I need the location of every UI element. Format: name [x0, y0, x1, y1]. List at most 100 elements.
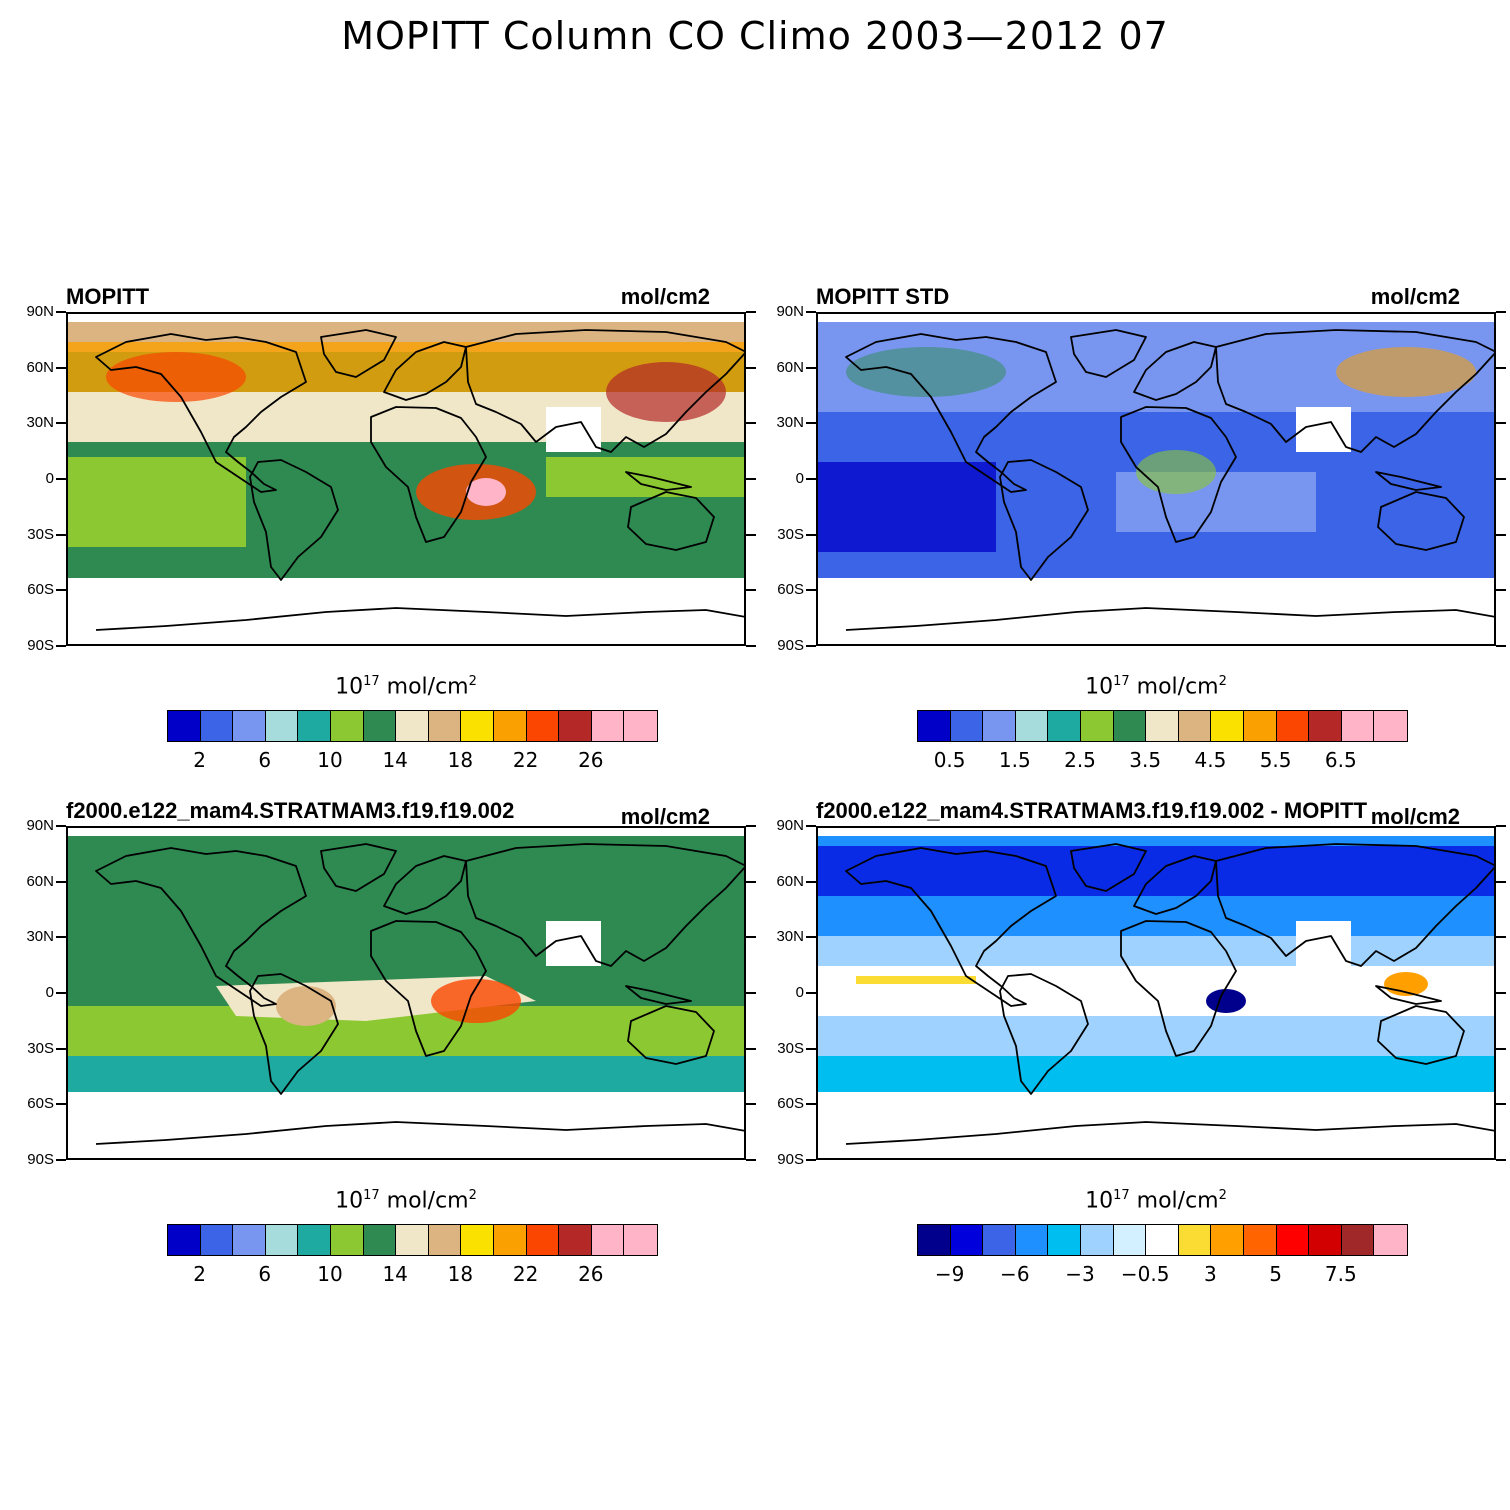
panel-units: mol/cm2: [620, 284, 710, 309]
lat-tick: [746, 366, 756, 369]
lat-label: 90N: [776, 303, 804, 320]
lat-tick: [806, 992, 816, 994]
colorbar-swatch: [1080, 1225, 1114, 1255]
lat-tick: [746, 880, 756, 883]
colorbar-label: −0.5: [1120, 1262, 1170, 1286]
lat-tick: [806, 422, 816, 425]
lat-tick: [1496, 1103, 1506, 1106]
lat-tick: [56, 311, 66, 313]
colorbar-swatch: [1211, 1225, 1244, 1255]
lat-label: 0: [795, 984, 804, 1001]
colorbar-swatch: [1276, 1225, 1310, 1255]
colorbar-swatch: [298, 711, 331, 741]
colorbar-swatch: [526, 1225, 560, 1255]
lat-tick: [1496, 533, 1506, 536]
panel-title: MOPITT STD: [816, 284, 950, 309]
colorbar-swatch: [1276, 711, 1310, 741]
colorbar-label: −6: [1000, 1262, 1030, 1286]
lat-label: 30S: [777, 1039, 804, 1057]
panel-units: mol/cm2: [620, 804, 710, 829]
colorbar-units: 1017 mol/cm2: [335, 674, 477, 700]
colorbar-swatch: [168, 711, 201, 741]
lat-tick: [806, 1103, 816, 1106]
colorbar-label: 14: [382, 748, 408, 772]
lat-tick: [56, 880, 66, 883]
lat-tick: [746, 1047, 756, 1050]
lat-label: 90N: [26, 303, 54, 320]
lat-tick: [1496, 936, 1506, 939]
colorbar-swatch: [918, 711, 951, 741]
lat-tick: [1496, 825, 1506, 827]
panel-units: mol/cm2: [1370, 804, 1460, 829]
colorbar-label: 2: [193, 1262, 206, 1286]
colorbar-label: 4.5: [1194, 748, 1227, 772]
colorbar-swatch: [918, 1225, 951, 1255]
colorbar-swatch: [493, 711, 527, 741]
panel-title: f2000.e122_mam4.STRATMAM3.f19.f19.002 - …: [816, 798, 1368, 823]
lat-label: 30N: [26, 928, 54, 946]
lat-label: 60N: [26, 358, 54, 376]
colorbar-swatch: [1178, 711, 1212, 741]
colorbar: [167, 1224, 658, 1256]
lat-tick: [806, 825, 816, 827]
lat-label: 90S: [27, 637, 54, 654]
lat-label: 30S: [777, 525, 804, 543]
colorbar-label: −3: [1065, 1262, 1095, 1286]
map-difference: [816, 826, 1496, 1160]
colorbar: [917, 710, 1408, 742]
colorbar-swatch: [428, 1225, 462, 1255]
lat-tick: [1496, 589, 1506, 592]
lat-label: 30S: [27, 525, 54, 543]
colorbar-swatch: [983, 711, 1016, 741]
lat-tick: [806, 1047, 816, 1050]
lat-tick: [56, 589, 66, 592]
colorbar-swatch: [428, 711, 462, 741]
colorbar-swatch: [363, 1225, 397, 1255]
colorbar-swatch: [950, 1225, 984, 1255]
lat-tick: [806, 533, 816, 536]
colorbar-label: 14: [382, 1262, 408, 1286]
colorbar-label: 22: [512, 1262, 539, 1286]
colorbar-swatch: [1243, 711, 1277, 741]
colorbar-swatch: [591, 711, 625, 741]
colorbar-label: 10: [317, 748, 343, 772]
colorbar-swatch: [493, 1225, 527, 1255]
lat-label: 90S: [27, 1151, 54, 1168]
lat-tick: [806, 936, 816, 939]
lat-tick: [746, 422, 756, 425]
lat-label: 30N: [776, 414, 804, 432]
lat-label: 30S: [27, 1039, 54, 1057]
lat-tick: [746, 533, 756, 536]
colorbar-units: 1017 mol/cm2: [1085, 674, 1227, 700]
lat-tick: [806, 645, 816, 647]
colorbar-swatch: [950, 711, 984, 741]
colorbar-swatch: [1146, 711, 1179, 741]
lat-label: 60N: [776, 358, 804, 376]
lat-tick: [746, 992, 756, 994]
panel-difference: f2000.e122_mam4.STRATMAM3.f19.f19.002 - …: [760, 798, 1506, 1296]
colorbar-label: 6: [258, 748, 272, 772]
colorbar-swatch: [591, 1225, 625, 1255]
colorbar-label: 10: [317, 1262, 343, 1286]
colorbar-swatch: [396, 1225, 429, 1255]
colorbar-swatch: [559, 711, 592, 741]
lat-tick: [806, 1159, 816, 1161]
colorbar-swatch: [1341, 711, 1375, 741]
colorbar-swatch: [1374, 711, 1407, 741]
colorbar: [917, 1224, 1408, 1256]
colorbar-swatch: [363, 711, 397, 741]
panel-title: MOPITT: [66, 284, 150, 309]
colorbar: [167, 710, 658, 742]
colorbar-swatch: [396, 711, 429, 741]
lat-tick: [56, 645, 66, 647]
lat-tick: [746, 589, 756, 592]
colorbar-label: 1.5: [998, 748, 1031, 772]
colorbar-swatch: [1243, 1225, 1277, 1255]
colorbar-swatch: [233, 1225, 266, 1255]
lat-tick: [746, 311, 756, 313]
colorbar-units: 1017 mol/cm2: [335, 1188, 477, 1214]
lat-tick: [1496, 992, 1506, 994]
colorbar-swatch: [200, 1225, 234, 1255]
colorbar-swatch: [983, 1225, 1016, 1255]
colorbar-swatch: [1113, 1225, 1147, 1255]
